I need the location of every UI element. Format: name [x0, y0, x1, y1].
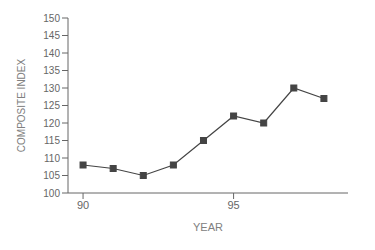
svg-text:115: 115: [44, 135, 60, 146]
svg-text:COMPOSITE INDEX: COMPOSITE INDEX: [16, 59, 27, 153]
svg-text:150: 150: [43, 13, 60, 24]
svg-text:90: 90: [77, 199, 89, 211]
svg-text:110: 110: [44, 153, 60, 164]
svg-text:140: 140: [43, 48, 60, 59]
svg-text:105: 105: [43, 170, 60, 181]
svg-text:120: 120: [43, 118, 60, 129]
svg-text:135: 135: [43, 65, 60, 76]
svg-text:125: 125: [43, 100, 60, 111]
svg-text:130: 130: [43, 83, 60, 94]
svg-text:95: 95: [227, 199, 239, 211]
svg-text:100: 100: [43, 188, 60, 199]
svg-text:YEAR: YEAR: [193, 221, 223, 233]
svg-text:145: 145: [43, 30, 60, 41]
